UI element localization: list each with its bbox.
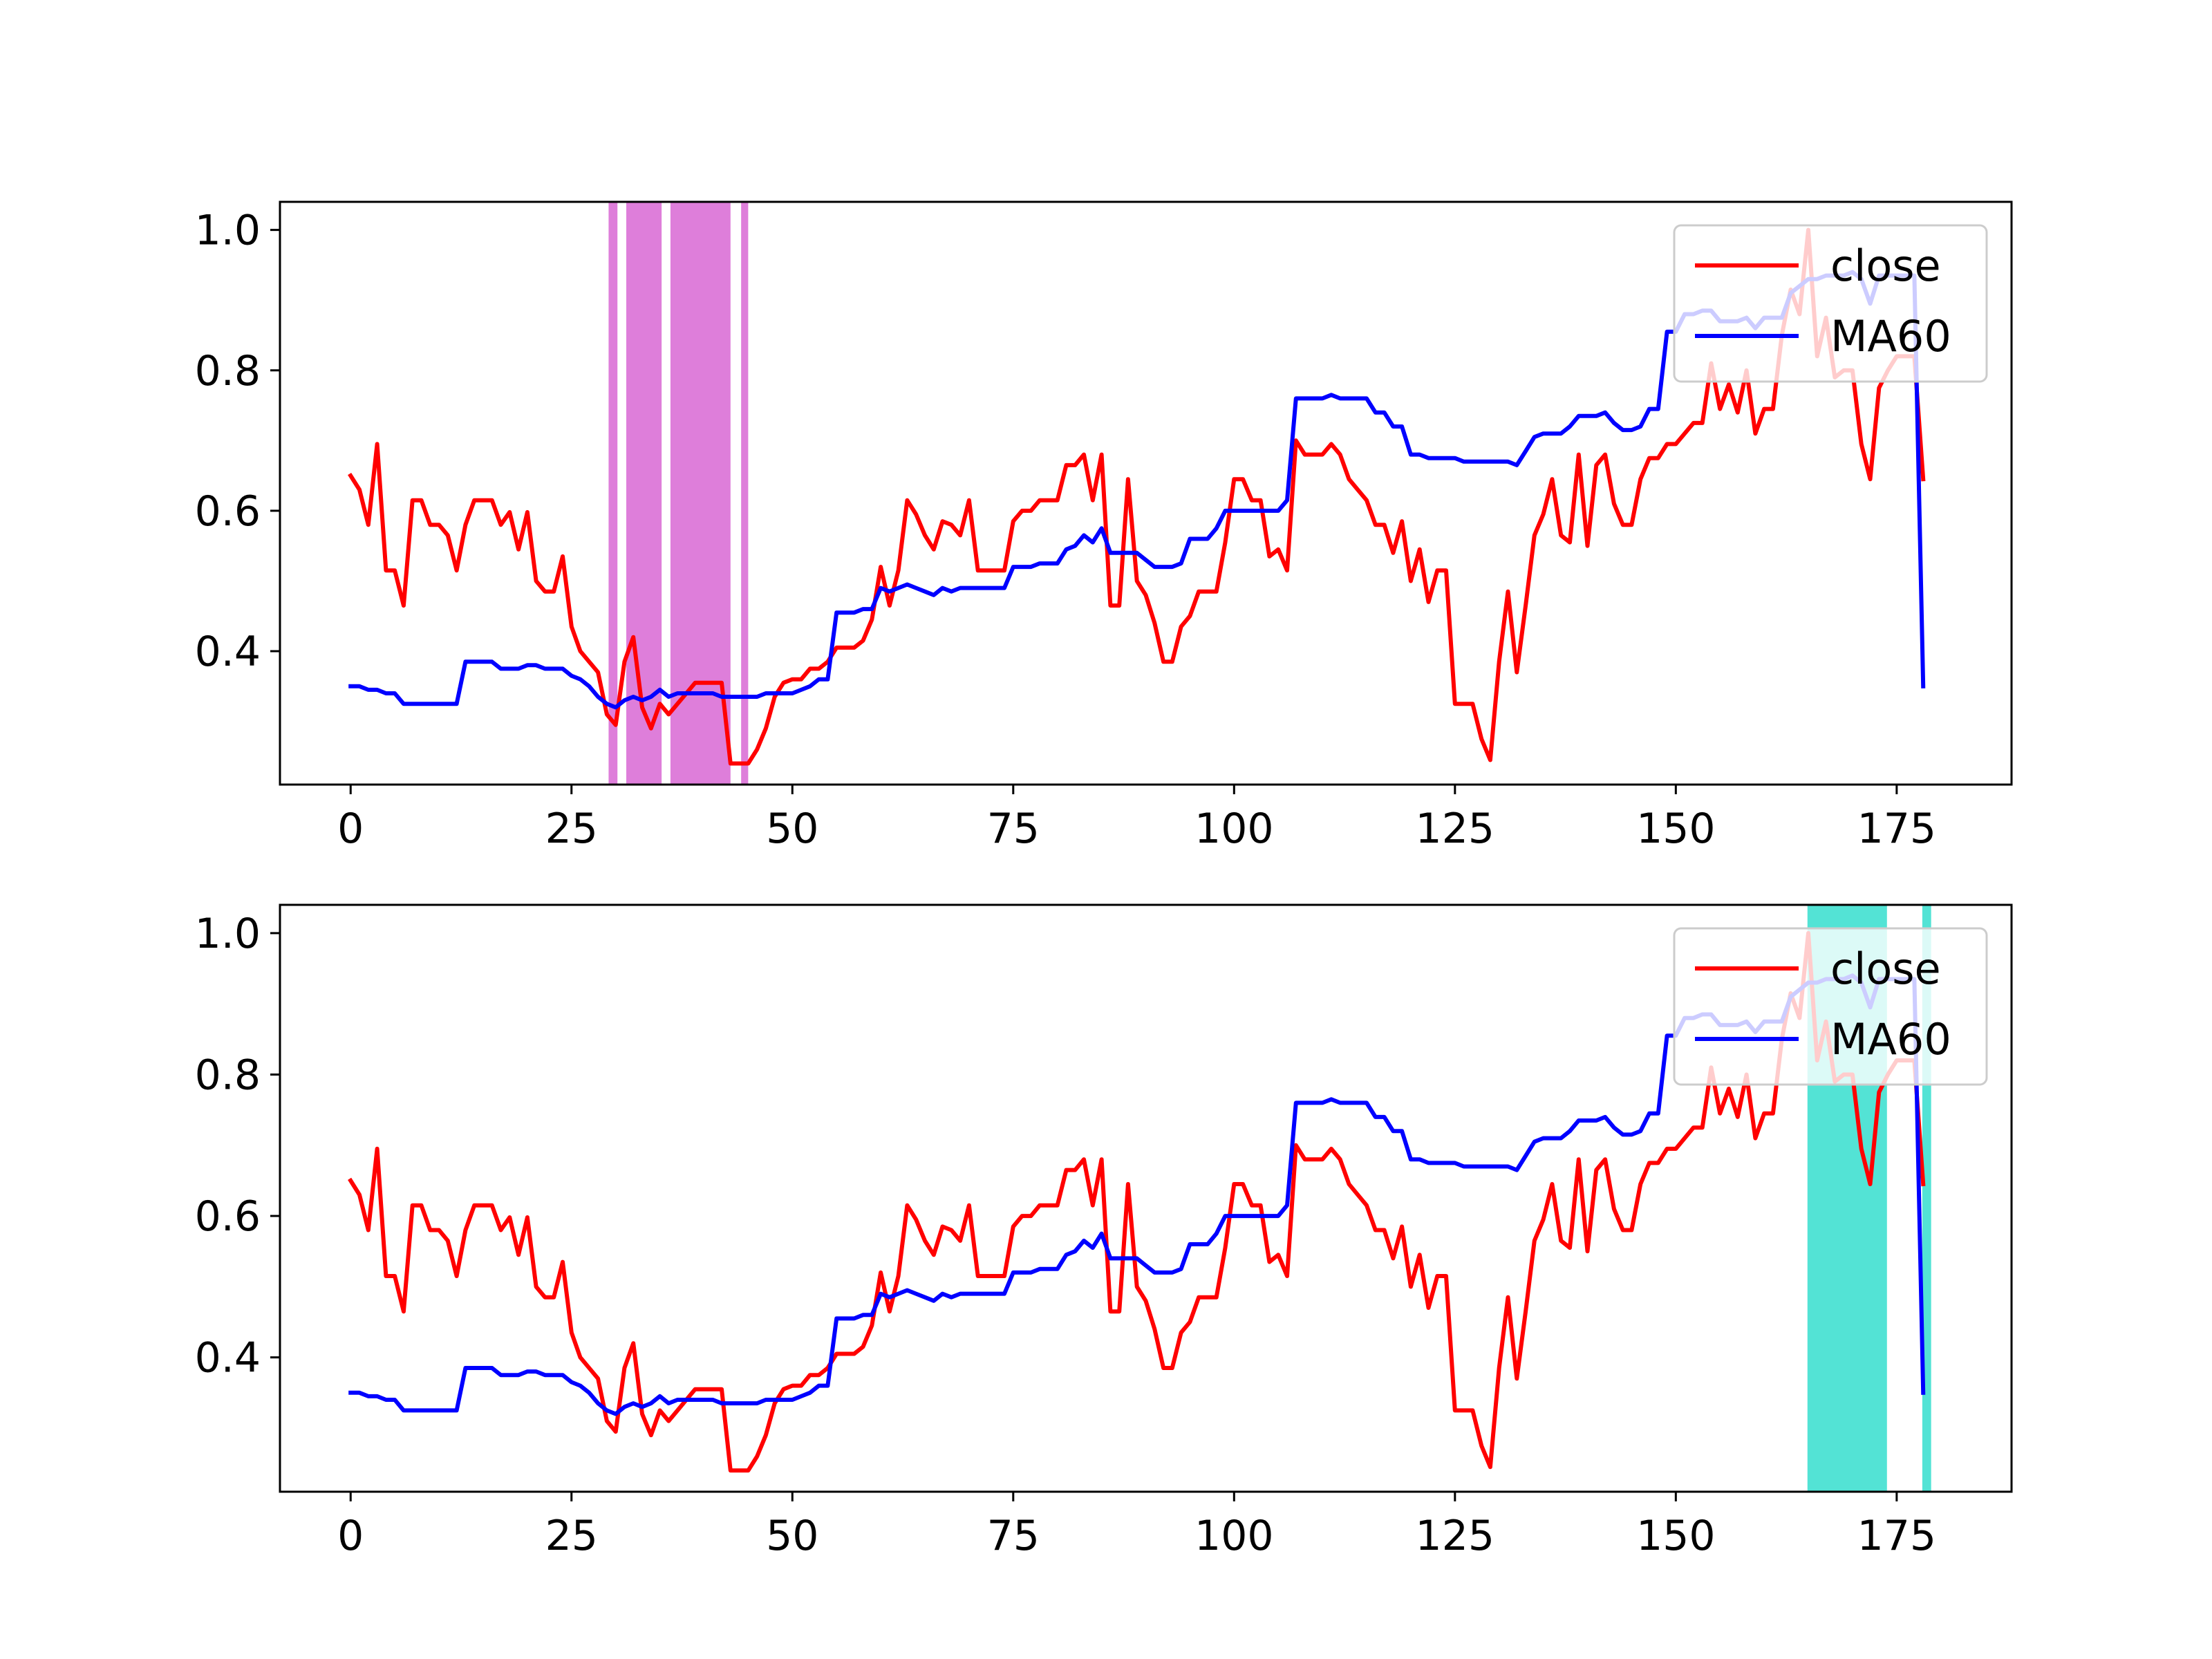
bottom-xtick-label: 150	[1636, 1512, 1716, 1560]
top-legend: close MA60	[1673, 224, 1988, 383]
top-xtick-label: 75	[987, 805, 1040, 853]
bottom-legend-label-ma60: MA60	[1830, 1014, 1951, 1065]
bottom-legend-label-close: close	[1830, 944, 1941, 994]
top-xtick-label: 125	[1416, 805, 1495, 853]
top-xtick-label: 150	[1636, 805, 1716, 853]
bottom-xtick-label: 25	[545, 1512, 598, 1560]
bottom-axes: 0 25 50 75 100 125 150 175 0.4 0.6 0.8 1.0 close MA60	[195, 903, 2013, 1560]
top-highlight-span-1	[626, 202, 662, 785]
bottom-ytick-label: 0.4	[195, 1334, 261, 1382]
top-series-close-line	[348, 227, 1926, 766]
bottom-series-close-line	[348, 930, 1926, 1473]
top-axes: 0 25 50 75 100 125 150 175 0.4 0.6 0.8 1.0 close MA60	[195, 200, 2013, 853]
top-legend-label-close: close	[1830, 241, 1941, 291]
top-xtick-label: 100	[1194, 805, 1274, 853]
bottom-xtick-label: 175	[1857, 1512, 1937, 1560]
bottom-legend: close MA60	[1673, 927, 1988, 1086]
bottom-ytick-label: 0.8	[195, 1051, 261, 1099]
top-highlight-span-0	[608, 202, 618, 785]
bottom-ytick-label: 0.6	[195, 1192, 261, 1241]
top-axes-frame	[279, 200, 2013, 786]
top-xtick-label: 25	[545, 805, 598, 853]
top-ytick-label: 1.0	[195, 207, 261, 255]
top-xtick-label: 0	[337, 805, 364, 853]
bottom-xtick-label: 75	[987, 1512, 1040, 1560]
bottom-ytick-label: 1.0	[195, 910, 261, 958]
top-ytick-label: 0.4	[195, 628, 261, 676]
top-ytick-label: 0.6	[195, 487, 261, 536]
bottom-xtick-label: 125	[1416, 1512, 1495, 1560]
bottom-axes-frame	[279, 903, 2013, 1493]
top-legend-label-ma60: MA60	[1830, 311, 1951, 362]
bottom-series-ma60-line	[348, 973, 1926, 1416]
top-xtick-label: 175	[1857, 805, 1937, 853]
bottom-xtick-label: 0	[337, 1512, 364, 1560]
top-ytick-label: 0.8	[195, 347, 261, 395]
bottom-xtick-label: 100	[1194, 1512, 1274, 1560]
top-series-ma60-line	[348, 270, 1926, 710]
top-highlight-span-3	[741, 202, 749, 785]
top-xtick-label: 50	[766, 805, 818, 853]
bottom-xtick-label: 50	[766, 1512, 818, 1560]
